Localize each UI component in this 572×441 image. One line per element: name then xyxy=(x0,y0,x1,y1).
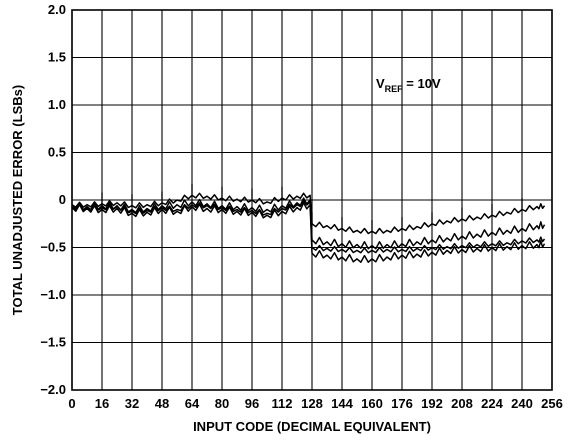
x-tick-label: 240 xyxy=(511,396,533,411)
x-tick-label: 128 xyxy=(301,396,323,411)
series-line-4 xyxy=(71,202,546,263)
x-axis-title: INPUT CODE (DECIMAL EQUIVALENT) xyxy=(193,419,431,434)
x-tick-label: 176 xyxy=(391,396,413,411)
x-tick-label: 64 xyxy=(185,396,200,411)
x-tick-label: 0 xyxy=(68,396,75,411)
x-tick-label: 208 xyxy=(451,396,473,411)
x-tick-label: 160 xyxy=(361,396,383,411)
x-tick-label: 48 xyxy=(155,396,169,411)
y-tick-label: −0.5 xyxy=(40,240,66,255)
y-tick-label: 0.5 xyxy=(48,145,66,160)
y-axis-title: TOTAL UNADJUSTED ERROR (LSBs) xyxy=(10,85,25,315)
x-tick-label: 256 xyxy=(541,396,563,411)
x-tick-label: 96 xyxy=(245,396,259,411)
y-tick-label: −2.0 xyxy=(40,382,66,397)
x-tick-label: 32 xyxy=(125,396,139,411)
vref-annotation: VREF = 10V xyxy=(376,76,441,94)
y-tick-labels: 2.0 1.5 1.0 0.5 0 −0.5 −1.0 −1.5 −2.0 xyxy=(40,2,66,397)
series-group xyxy=(71,183,546,263)
y-tick-label: 1.5 xyxy=(48,50,66,65)
y-tick-label: 1.0 xyxy=(48,97,66,112)
series-line-3 xyxy=(71,200,546,254)
x-tick-label: 80 xyxy=(215,396,229,411)
plot-frame xyxy=(71,9,553,391)
y-tick-label: 2.0 xyxy=(48,2,66,17)
series-line-2 xyxy=(71,197,546,250)
grid xyxy=(71,9,553,391)
x-tick-labels: 0 16 32 48 64 80 96 112 128 144 160 176 192 208 224 240… xyxy=(68,396,562,411)
x-tick-label: 144 xyxy=(331,396,353,411)
x-tick-label: 224 xyxy=(481,396,503,411)
y-tick-label: −1.5 xyxy=(40,335,66,350)
y-tick-label: −1.0 xyxy=(40,287,66,302)
x-tick-label: 16 xyxy=(95,396,109,411)
y-tick-label: 0 xyxy=(59,192,66,207)
x-tick-label: 192 xyxy=(421,396,443,411)
x-tick-label: 112 xyxy=(272,396,293,411)
